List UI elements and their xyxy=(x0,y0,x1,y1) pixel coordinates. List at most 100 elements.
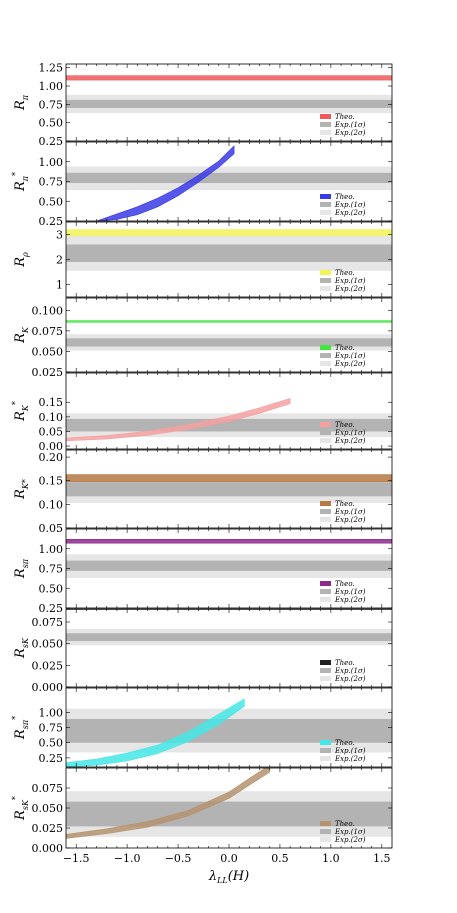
legend-label: Exp.(1σ) xyxy=(334,747,366,755)
y-tick-label: 0.50 xyxy=(39,195,64,208)
y-axis-label: RK xyxy=(13,326,30,344)
exp-1sigma-band xyxy=(66,244,392,262)
legend-swatch xyxy=(320,748,331,753)
legend-label: Exp.(2σ) xyxy=(334,675,366,683)
legend-swatch xyxy=(320,353,331,358)
y-tick-label: 0.50 xyxy=(39,582,64,595)
legend-swatch xyxy=(320,286,331,291)
y-tick-label: 0.25 xyxy=(39,752,64,765)
legend: Theo.Exp.(1σ)Exp.(2σ) xyxy=(320,500,366,524)
exp-1sigma-band xyxy=(66,801,392,827)
exp-1sigma-band xyxy=(66,338,392,347)
x-tick-label: −1.0 xyxy=(114,852,141,865)
legend-swatch xyxy=(320,202,331,207)
theory-band xyxy=(66,474,392,482)
legend-label: Exp.(2σ) xyxy=(334,596,366,604)
legend-swatch xyxy=(320,740,331,745)
legend: Theo.Exp.(1σ)Exp.(2σ) xyxy=(320,193,366,217)
legend-swatch xyxy=(320,345,331,350)
legend-label: Exp.(1σ) xyxy=(334,429,366,437)
panel-1: 0.25 0.50 0.75 1.00 1.25 Rπ Theo.Exp.(1σ)Exp.(… xyxy=(13,62,393,148)
legend-swatch xyxy=(320,270,331,275)
legend-label: Theo. xyxy=(335,659,355,667)
y-axis-label: Rπ xyxy=(13,94,30,111)
legend-swatch xyxy=(320,114,331,119)
panel-6: 0.05 0.10 0.15 0.20 RK* Theo.Exp.(1σ)Exp.(2σ) xyxy=(13,449,393,535)
y-tick-label: 0.00 xyxy=(39,440,64,453)
legend-label: Exp.(2σ) xyxy=(334,209,366,217)
y-axis-label: RsK xyxy=(13,637,30,659)
legend-swatch xyxy=(320,210,331,215)
legend: Theo.Exp.(1σ)Exp.(2σ) xyxy=(320,344,366,368)
legend-swatch xyxy=(320,130,331,135)
y-tick-label: 0.000 xyxy=(32,681,64,694)
y-axis-label: Rρ xyxy=(13,252,30,268)
theory-band xyxy=(66,229,392,237)
legend-swatch xyxy=(320,756,331,761)
y-tick-label: 0.100 xyxy=(32,304,64,317)
legend: Theo.Exp.(1σ)Exp.(2σ) xyxy=(320,421,366,445)
exp-1sigma-band xyxy=(66,99,392,108)
y-axis-label: Rπ* xyxy=(11,172,30,192)
legend-label: Exp.(1σ) xyxy=(334,277,366,285)
y-tick-label: 1 xyxy=(56,279,63,292)
y-tick-label: 0.075 xyxy=(32,782,64,795)
legend-swatch xyxy=(320,829,331,834)
y-tick-label: 0.75 xyxy=(39,98,64,111)
x-tick-label: 1.0 xyxy=(322,852,340,865)
y-tick-label: 0.10 xyxy=(39,411,64,424)
theory-band xyxy=(66,698,245,767)
y-tick-label: 0.075 xyxy=(32,616,64,629)
legend-label: Exp.(2σ) xyxy=(334,285,366,293)
legend: Theo.Exp.(1σ)Exp.(2σ) xyxy=(320,113,366,137)
theory-band xyxy=(66,768,271,839)
y-tick-label: 0.025 xyxy=(32,659,64,672)
y-tick-label: 0.75 xyxy=(39,563,64,576)
exp-1sigma-band xyxy=(66,633,392,642)
x-axis-label: λLL(H) xyxy=(208,869,249,885)
legend-swatch xyxy=(320,668,331,673)
y-axis-label: RK* xyxy=(11,401,30,422)
legend-label: Theo. xyxy=(335,739,355,747)
y-tick-label: 0.15 xyxy=(39,396,64,409)
legend-swatch xyxy=(320,194,331,199)
y-axis-label: Rsπ* xyxy=(11,716,30,740)
x-tick-label: 1.5 xyxy=(373,852,391,865)
y-tick-label: 0.025 xyxy=(32,822,64,835)
y-tick-label: 0.25 xyxy=(39,215,64,228)
legend: Theo.Exp.(1σ)Exp.(2σ) xyxy=(320,739,366,763)
legend-swatch xyxy=(320,837,331,842)
legend-swatch xyxy=(320,278,331,283)
exp-1sigma-band xyxy=(66,418,392,432)
theory-band xyxy=(96,145,235,221)
theory-band xyxy=(66,539,392,544)
legend-swatch xyxy=(320,660,331,665)
theory-band xyxy=(66,320,392,323)
legend-label: Exp.(1σ) xyxy=(334,667,366,675)
x-tick-label: 0.0 xyxy=(220,852,238,865)
legend-label: Exp.(2σ) xyxy=(334,516,366,524)
y-tick-label: 0.50 xyxy=(39,737,64,750)
panel-7: 0.25 0.50 0.75 1.00 Rsπ Theo.Exp.(1σ)Exp.(2σ) xyxy=(13,528,393,615)
legend-label: Theo. xyxy=(335,113,355,121)
legend-label: Theo. xyxy=(335,269,355,277)
y-tick-label: 0.000 xyxy=(32,842,64,855)
legend-swatch xyxy=(320,676,331,681)
x-tick-label: −1.5 xyxy=(63,852,90,865)
y-axis-label: Rsπ xyxy=(13,558,30,579)
legend-label: Theo. xyxy=(335,580,355,588)
legend-swatch xyxy=(320,361,331,366)
legend-label: Theo. xyxy=(335,344,355,352)
y-tick-label: 0.75 xyxy=(39,176,64,189)
y-tick-label: 0.50 xyxy=(39,117,64,130)
y-tick-label: 0.075 xyxy=(32,325,64,338)
legend-swatch xyxy=(320,438,331,443)
theory-band xyxy=(66,75,392,81)
legend-label: Exp.(2σ) xyxy=(334,836,366,844)
legend: Theo.Exp.(1σ)Exp.(2σ) xyxy=(320,820,366,844)
y-tick-label: 2 xyxy=(56,254,63,267)
legend-label: Theo. xyxy=(335,193,355,201)
